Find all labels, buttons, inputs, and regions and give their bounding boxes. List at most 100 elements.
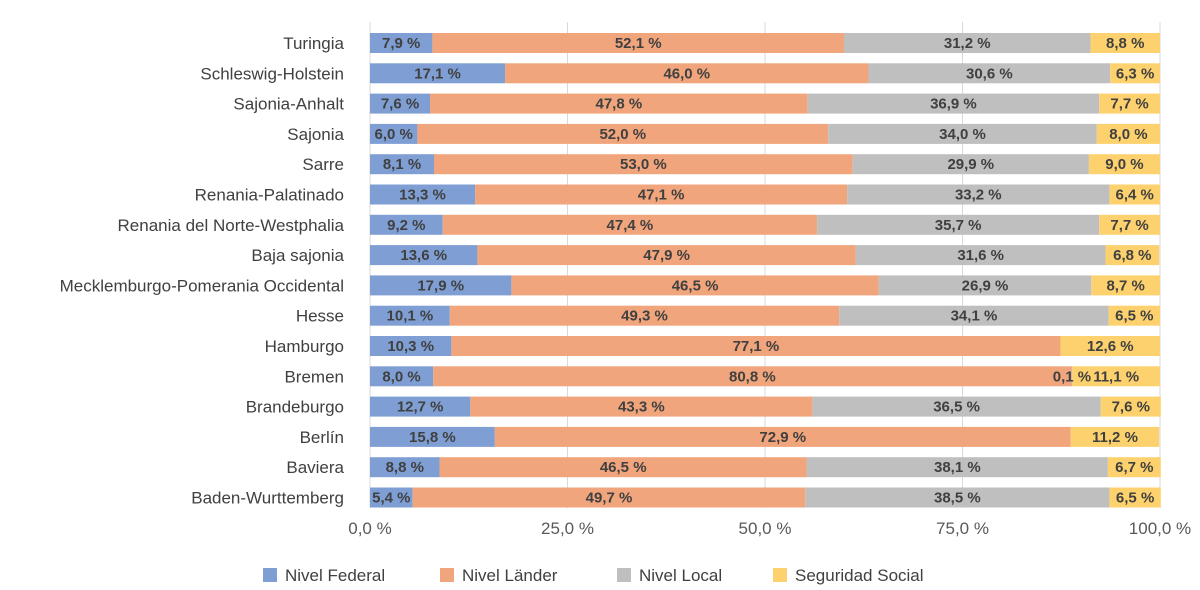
bar-segment	[806, 457, 1108, 478]
data-label: 80,8 %	[729, 368, 776, 385]
bar-segment	[412, 487, 806, 508]
bar-segment	[370, 184, 476, 205]
data-label: 13,3 %	[399, 187, 446, 204]
data-label: 77,1 %	[733, 338, 780, 355]
data-label: 11,2 %	[1092, 429, 1138, 446]
data-label: 49,7 %	[586, 490, 633, 507]
bar-segment	[505, 63, 869, 84]
bar-segment	[878, 275, 1092, 296]
bar-segment	[1060, 336, 1160, 356]
data-label: 47,4 %	[607, 217, 654, 234]
data-label: 5,4 %	[372, 490, 410, 507]
category-label: Brandeburgo	[246, 398, 344, 417]
bar-segment	[511, 275, 879, 296]
bar-segment	[1105, 245, 1160, 266]
data-label: 7,9 %	[382, 35, 420, 52]
bar-segment	[370, 336, 452, 356]
category-label: Hesse	[296, 307, 344, 326]
bar-segment	[807, 93, 1100, 114]
data-label: 6,3 %	[1116, 65, 1154, 82]
bar-segment	[855, 245, 1106, 266]
data-label: 31,2 %	[944, 35, 991, 52]
category-label: Schleswig-Holstein	[200, 64, 344, 83]
bar-segment	[449, 305, 840, 326]
category-label: Baden-Wurttemberg	[191, 489, 344, 508]
category-labels: Turingia Schleswig-Holstein Sajonia-Anhalt…	[60, 34, 345, 508]
category-label: Bremen	[284, 367, 344, 386]
bar-segment	[370, 123, 418, 144]
data-label: 29,9 %	[947, 156, 994, 173]
bars: 7,9 % 52,1 % 31,2 % 8,8 % 17,1 % 46,0 % 30,6 %…	[370, 33, 1161, 508]
bar-segment	[370, 275, 512, 296]
legend-swatch	[440, 568, 454, 582]
bar-segment	[1109, 487, 1161, 508]
data-label: 11,1 %	[1093, 368, 1139, 385]
category-label: Turingia	[283, 34, 344, 53]
data-label: 6,4 %	[1116, 187, 1154, 204]
bar-segment	[477, 245, 856, 266]
bar-segment	[844, 33, 1091, 53]
bar-segment	[1109, 184, 1160, 205]
bar-segment	[370, 33, 433, 53]
category-label: Mecklemburgo-Pomerania Occidental	[60, 276, 344, 295]
x-tick-label: 50,0 %	[739, 519, 792, 538]
x-tick-label: 100,0 %	[1129, 519, 1191, 538]
bar-segment	[370, 63, 506, 84]
data-label: 8,0 %	[382, 368, 420, 385]
data-label: 46,5 %	[672, 277, 719, 294]
bar-segment	[1100, 396, 1161, 417]
data-label: 52,1 %	[615, 35, 662, 52]
bar-segment	[370, 245, 478, 266]
data-label: 46,5 %	[600, 459, 647, 476]
legend-swatch	[617, 568, 631, 582]
bar-segment	[1108, 305, 1160, 326]
bar-segment	[1096, 123, 1160, 144]
category-label: Baviera	[286, 458, 344, 477]
data-label: 7,6 %	[381, 96, 419, 113]
bar-segment	[433, 154, 853, 175]
data-label: 43,3 %	[618, 399, 665, 416]
data-label: 17,1 %	[414, 65, 461, 82]
bar-segment	[370, 457, 440, 478]
bar-segment	[370, 487, 413, 508]
data-label: 6,5 %	[1115, 308, 1153, 325]
bar-segment	[470, 396, 813, 417]
data-label: 6,7 %	[1115, 459, 1153, 476]
legend-label: Seguridad Social	[795, 566, 924, 585]
bar-segment	[805, 487, 1110, 508]
bar-segment	[370, 426, 495, 447]
category-label: Sajonia	[287, 125, 344, 144]
category-label: Baja sajonia	[251, 246, 344, 265]
data-label: 10,3 %	[387, 338, 434, 355]
data-label: 26,9 %	[962, 277, 1009, 294]
legend: Nivel Federal Nivel Länder Nivel Local Segu…	[263, 566, 924, 585]
legend-swatch	[773, 568, 787, 582]
bar-segment	[370, 305, 450, 326]
data-label: 12,6 %	[1087, 338, 1134, 355]
data-label: 6,5 %	[1116, 490, 1154, 507]
data-label: 17,9 %	[417, 277, 464, 294]
legend-swatch	[263, 568, 277, 582]
data-label: 7,6 %	[1112, 399, 1150, 416]
bar-segment	[812, 396, 1101, 417]
data-label: 53,0 %	[620, 156, 667, 173]
data-label: 35,7 %	[935, 217, 982, 234]
bar-segment	[432, 33, 844, 53]
bar-segment	[475, 184, 848, 205]
data-label: 47,8 %	[595, 96, 642, 113]
data-label: 72,9 %	[759, 429, 806, 446]
data-label: 0,1 %	[1053, 368, 1091, 385]
data-label: 36,5 %	[933, 399, 980, 416]
bar-segment	[370, 154, 434, 175]
data-label: 52,0 %	[599, 126, 646, 143]
bar-segment	[839, 305, 1109, 326]
legend-label: Nivel Federal	[285, 566, 385, 585]
bar-segment	[1071, 366, 1073, 387]
category-label: Berlín	[300, 428, 344, 447]
bar-segment	[442, 214, 818, 235]
bar-segment	[1090, 33, 1160, 53]
data-label: 34,0 %	[939, 126, 986, 143]
x-tick-label: 0,0 %	[348, 519, 391, 538]
category-label: Renania-Palatinado	[195, 186, 344, 205]
